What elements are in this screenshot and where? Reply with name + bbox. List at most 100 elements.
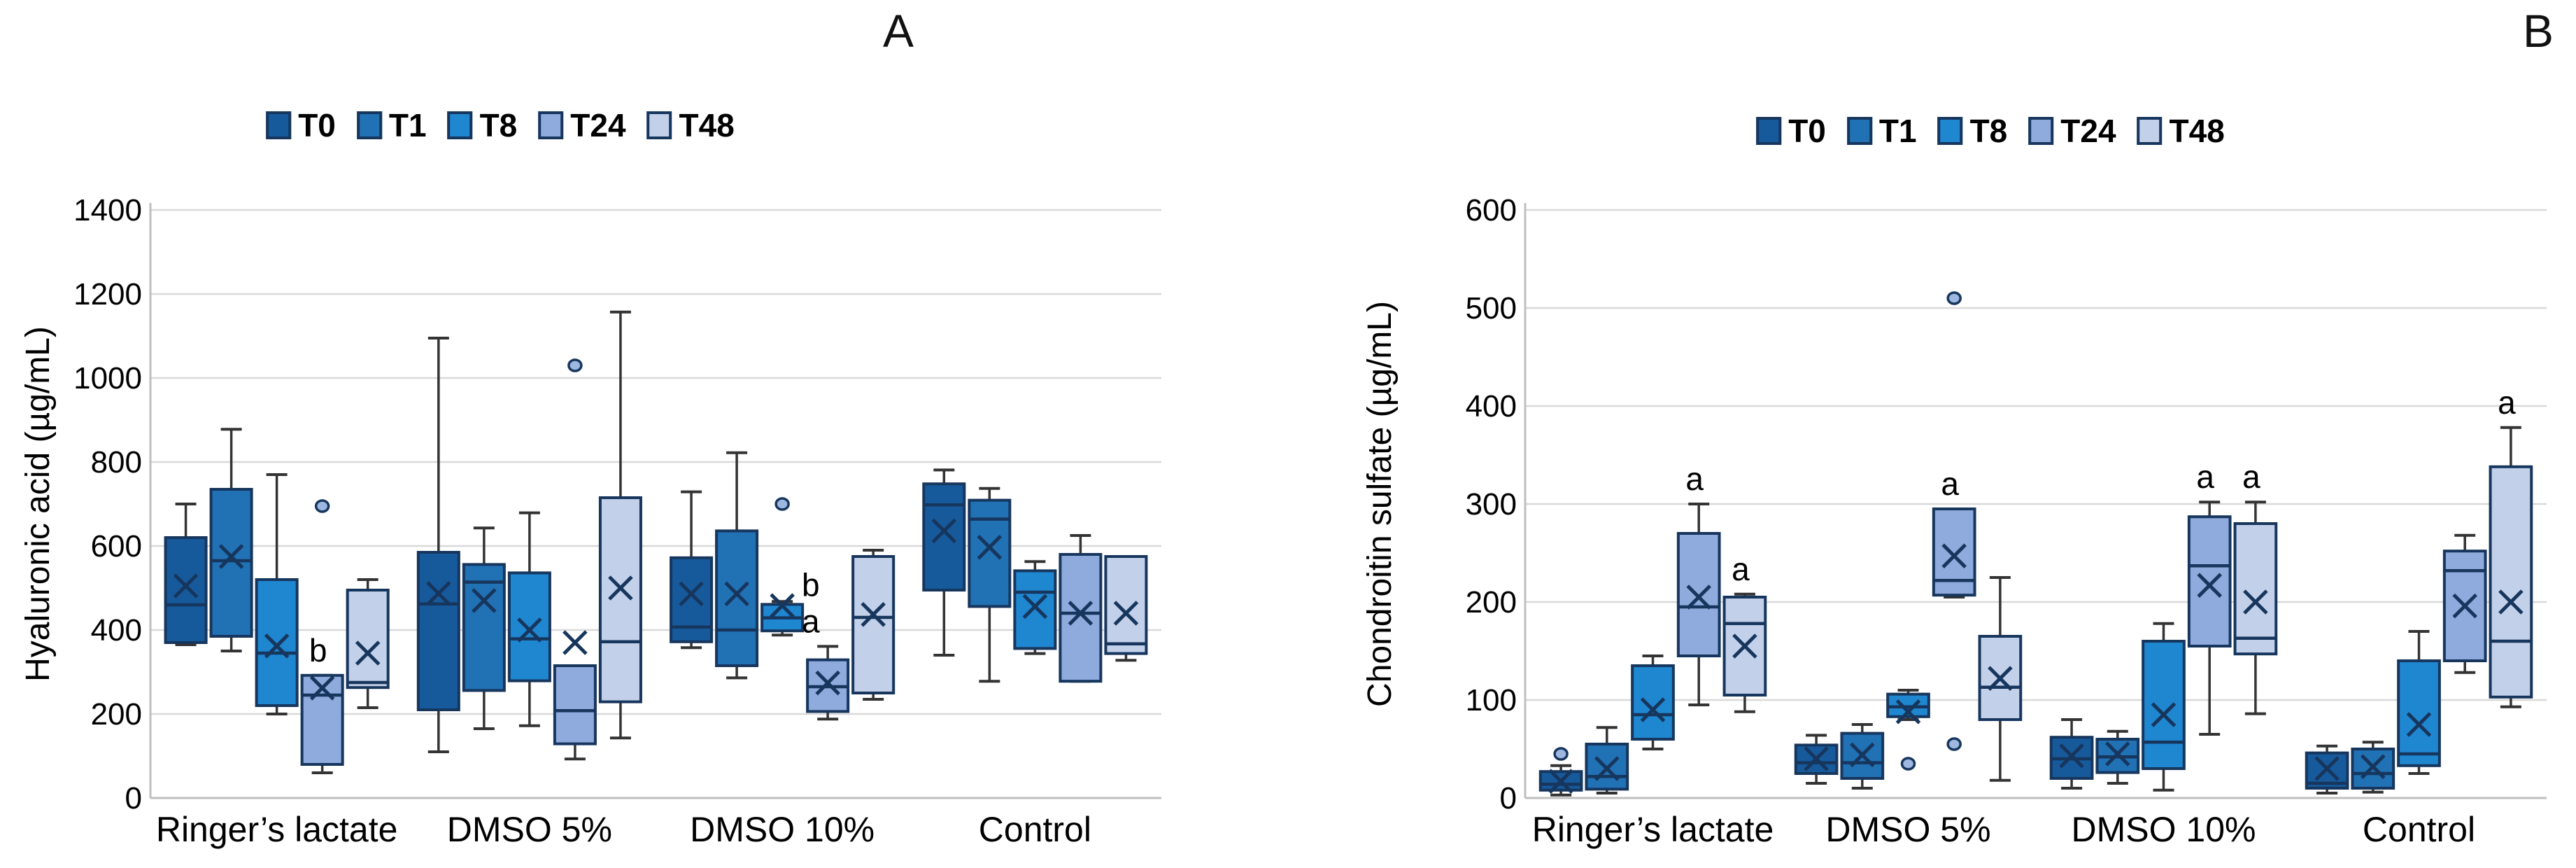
box-T0-group-3 <box>2049 718 2094 790</box>
box-rect <box>1104 555 1148 655</box>
box-T0-group-1 <box>1538 747 1583 797</box>
box-T0-group-4 <box>2305 744 2349 794</box>
legend-item-T1: T1 <box>356 106 427 144</box>
legend-swatch-icon <box>646 111 672 139</box>
legend-item-T0: T0 <box>1756 112 1826 150</box>
mean-x-icon <box>1594 756 1620 781</box>
box-T0-group-2 <box>416 337 460 753</box>
mean-x-icon <box>1732 634 1757 659</box>
outlier-icon <box>1946 291 1962 305</box>
box-rect <box>2397 659 2441 767</box>
box-rect <box>670 556 714 643</box>
legend-item-T48: T48 <box>646 106 735 144</box>
outlier-icon <box>1553 747 1569 761</box>
y-tick-label: 400 <box>1466 389 1517 424</box>
box-T1-group-1 <box>209 428 253 652</box>
mean-x-icon <box>770 593 795 618</box>
y-tick-label: 200 <box>91 697 142 732</box>
y-tick-label: 1200 <box>73 277 142 312</box>
mean-x-icon <box>1686 584 1711 610</box>
legend-swatch-icon <box>2028 117 2054 145</box>
box-T1-group-2 <box>462 526 506 730</box>
sig-letter: a <box>1732 551 1750 587</box>
mean-x-icon <box>724 581 749 607</box>
box-rect <box>968 498 1012 608</box>
x-category-label: DMSO 10% <box>2072 810 2256 849</box>
mean-x-icon <box>2452 593 2477 619</box>
mean-x-icon <box>815 670 840 696</box>
box-T24-group-1: b <box>300 499 344 774</box>
mean-x-icon <box>426 581 451 606</box>
legend-panel-a: T0 T1 T8 T24 T48 <box>266 106 735 144</box>
box-T24-group-3: ba <box>802 566 850 721</box>
box-rect <box>346 589 390 690</box>
outlier-icon <box>1900 757 1916 771</box>
mean-x-icon <box>2151 702 2177 727</box>
sig-letter: a <box>2498 384 2516 421</box>
box-T8-group-3 <box>760 497 805 637</box>
legend-item-T1: T1 <box>1846 112 1917 150</box>
outlier-icon <box>567 358 583 372</box>
legend-label: T24 <box>2060 113 2116 149</box>
y-tick-label: 200 <box>1466 585 1517 620</box>
panel-a-title: A <box>883 5 914 57</box>
box-rect <box>2187 515 2232 648</box>
mean-x-icon <box>1548 769 1573 794</box>
box-rect <box>164 536 208 644</box>
mean-x-icon <box>562 630 588 655</box>
box-rect <box>2142 640 2186 770</box>
box-rect <box>1013 569 1057 650</box>
box-T1-group-2 <box>1840 723 1885 790</box>
legend-item-T24: T24 <box>2028 112 2116 150</box>
box-rect <box>851 555 896 694</box>
legend-swatch-icon <box>1937 117 1963 145</box>
box-T0-group-1 <box>164 503 208 646</box>
box-rect <box>209 488 253 638</box>
box-T1-group-4 <box>2351 741 2395 794</box>
box-T24-group-3: a <box>2187 458 2232 736</box>
mean-x-icon <box>1068 601 1094 626</box>
y-tick-label: 300 <box>1466 487 1517 522</box>
box-T48-group-4 <box>1104 555 1148 662</box>
legend-swatch-icon <box>356 111 382 139</box>
legend-label: T24 <box>570 107 626 144</box>
box-T48-group-1 <box>346 578 390 709</box>
mean-x-icon <box>1640 697 1666 722</box>
box-T24-group-4 <box>2442 533 2487 674</box>
sig-letter: a <box>1685 461 1704 497</box>
box-T8-group-1 <box>1631 654 1675 750</box>
box-rect <box>598 496 642 704</box>
legend-item-T24: T24 <box>538 106 626 144</box>
x-category-label: DMSO 5% <box>1825 810 1990 849</box>
y-axis-title: Chondroitin sulfate (µg/mL) <box>1361 301 1399 707</box>
mean-x-icon <box>1804 746 1829 771</box>
y-tick-label: 500 <box>1466 291 1517 326</box>
box-rect <box>1978 635 2023 721</box>
legend-label: T8 <box>479 107 518 144</box>
box-T24-group-2 <box>553 358 597 761</box>
y-tick-label: 400 <box>91 613 142 648</box>
mean-x-icon <box>2105 741 2130 766</box>
mean-x-icon <box>355 640 381 666</box>
box-rect <box>715 529 759 668</box>
mean-x-icon <box>2498 589 2524 615</box>
box-rect <box>922 482 966 592</box>
box-T0-group-2 <box>1794 734 1839 785</box>
legend-swatch-icon <box>266 111 292 139</box>
sig-letter: a <box>2196 458 2214 495</box>
mean-x-icon <box>309 676 335 701</box>
legend-label: T1 <box>388 107 427 144</box>
mean-x-icon <box>861 602 886 627</box>
box-rect <box>507 571 551 682</box>
box-T48-group-1: a <box>1722 551 1767 713</box>
mean-x-icon <box>2361 754 2386 779</box>
y-tick-label: 1400 <box>73 193 142 227</box>
y-tick-label: 1000 <box>73 361 142 396</box>
panel-b-title: B <box>2523 5 2554 57</box>
mean-x-icon <box>1941 543 1967 568</box>
outlier-icon <box>1946 737 1962 751</box>
x-category-label: Control <box>979 810 1091 849</box>
box-T8-group-2 <box>507 511 551 727</box>
box-T48-group-4: a <box>2489 384 2533 708</box>
mean-x-icon <box>2197 573 2222 598</box>
